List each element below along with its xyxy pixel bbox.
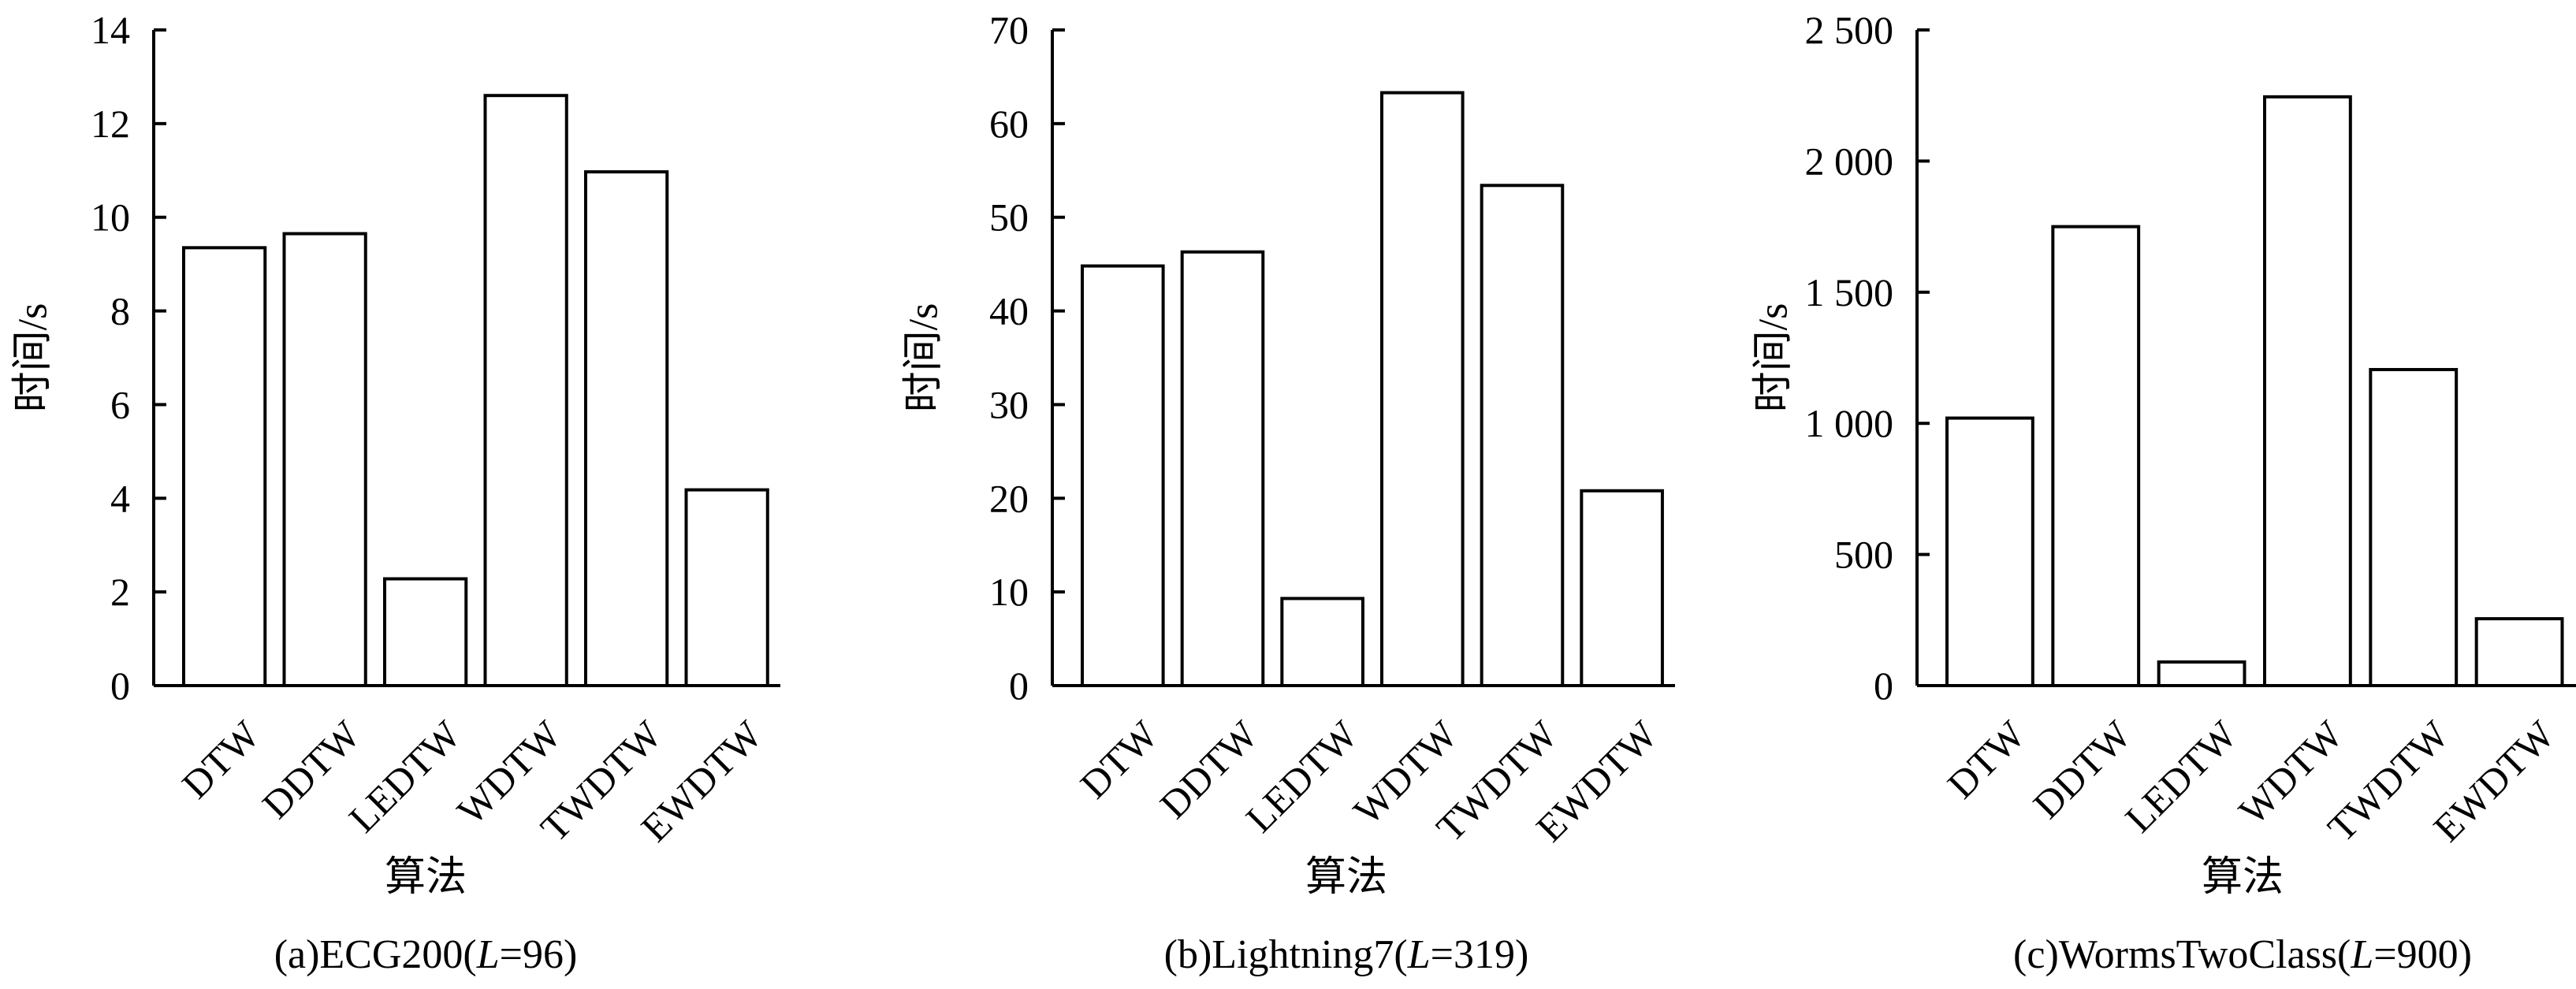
y-tick-label: 2 500	[1805, 8, 1894, 52]
x-tick-label: LEDTW	[341, 712, 470, 841]
x-tick-label: LEDTW	[2116, 712, 2246, 841]
y-tick-label: 10	[91, 195, 130, 240]
caption-part: =96)	[500, 932, 578, 977]
x-tick-label: DTW	[173, 712, 269, 807]
x-tick-label: LEDTW	[1238, 712, 1367, 841]
y-tick-label: 8	[110, 289, 130, 333]
caption-part: (c)WormsTwoClass(	[2013, 932, 2351, 977]
chart-caption: (c)WormsTwoClass(L=900)	[2013, 932, 2472, 977]
chart-caption: (a)ECG200(L=96)	[274, 932, 578, 977]
bar-dtw	[1945, 416, 2034, 687]
bar-ddtw	[1180, 250, 1265, 688]
bar-ewdtw	[1580, 489, 1664, 688]
bar-wdtw	[2263, 95, 2352, 687]
y-tick-label: 40	[989, 289, 1029, 333]
y-tick-label: 2	[110, 570, 130, 614]
y-tick-label: 0	[1009, 664, 1029, 708]
bar-twdtw	[1480, 184, 1565, 687]
y-tick-label: 10	[989, 570, 1029, 614]
y-tick-label: 30	[989, 382, 1029, 426]
y-tick-label: 50	[989, 195, 1029, 240]
y-tick-label: 4	[110, 476, 130, 520]
bar-dtw	[1081, 264, 1165, 687]
y-axis-label: 时间/s	[1751, 303, 1796, 413]
bar-wdtw	[1380, 91, 1465, 688]
caption-part: (b)Lightning7(	[1164, 932, 1408, 977]
caption-part: L	[476, 932, 500, 977]
caption-part: L	[2350, 932, 2373, 977]
bar-ddtw	[282, 232, 367, 687]
bar-dtw	[182, 246, 267, 688]
y-tick-label: 1 000	[1805, 401, 1894, 445]
y-axis-label: 时间/s	[11, 303, 56, 413]
bar-ledtw	[2157, 660, 2247, 687]
y-tick-label: 14	[91, 8, 130, 52]
bar-twdtw	[2369, 367, 2459, 687]
caption-part: (a)ECG200(	[274, 932, 477, 977]
bar-twdtw	[584, 170, 669, 688]
y-tick-label: 500	[1834, 533, 1893, 577]
y-tick-label: 1 500	[1805, 270, 1894, 314]
chart-caption: (b)Lightning7(L=319)	[1164, 932, 1529, 977]
y-tick-label: 70	[989, 8, 1029, 52]
y-tick-label: 60	[989, 102, 1029, 146]
x-tick-label: DTW	[1939, 712, 2034, 807]
x-axis-label: 算法	[1305, 855, 1387, 900]
y-tick-label: 0	[110, 664, 130, 708]
y-tick-label: 12	[91, 102, 130, 146]
y-tick-label: 2 000	[1805, 139, 1894, 183]
x-axis-label: 算法	[2202, 855, 2284, 900]
bar-ledtw	[383, 577, 468, 688]
y-tick-label: 20	[989, 476, 1029, 520]
y-tick-label: 6	[110, 382, 130, 426]
y-tick-label: 0	[1874, 664, 1893, 708]
x-axis-label: 算法	[385, 855, 467, 900]
bar-ddtw	[2051, 225, 2141, 688]
chart-panel-1: 010203040506070DTWDDTWLEDTWWDTWTWDTWEWDT…	[902, 8, 1675, 977]
caption-part: =900)	[2373, 932, 2472, 977]
bar-ewdtw	[2474, 617, 2564, 687]
bar-wdtw	[483, 94, 568, 687]
x-tick-label: DTW	[1071, 712, 1167, 807]
chart-panel-0: 02468101214DTWDDTWLEDTWWDTWTWDTWEWDTW时间/…	[11, 8, 780, 977]
y-axis-label: 时间/s	[902, 303, 947, 413]
bar-ewdtw	[684, 488, 769, 687]
caption-part: =319)	[1431, 932, 1529, 977]
bar-ledtw	[1280, 597, 1364, 687]
caption-part: L	[1407, 932, 1431, 977]
